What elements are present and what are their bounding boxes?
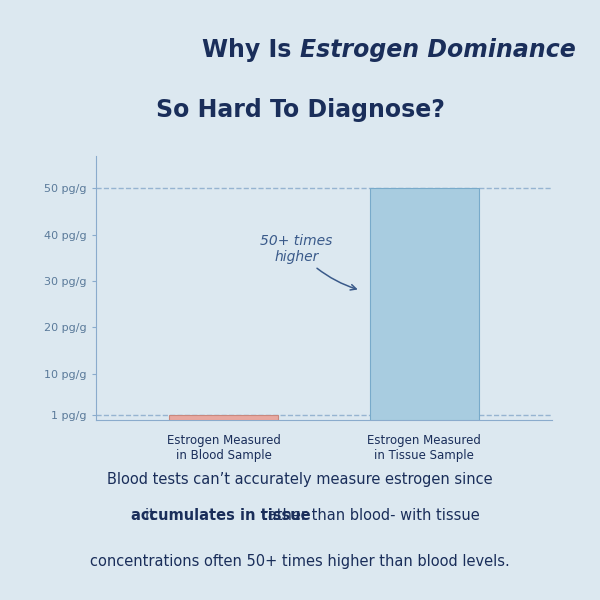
- Text: 50+ times
higher: 50+ times higher: [260, 233, 356, 290]
- Text: Blood tests can’t accurately measure estrogen since: Blood tests can’t accurately measure est…: [107, 472, 493, 487]
- Text: Why Is: Why Is: [202, 38, 300, 62]
- Text: So Hard To Diagnose?: So Hard To Diagnose?: [155, 98, 445, 122]
- Bar: [370, 188, 479, 420]
- Text: Estrogen Dominance: Estrogen Dominance: [300, 38, 576, 62]
- Bar: [169, 415, 278, 420]
- Text: accumulates in tissue: accumulates in tissue: [131, 508, 310, 523]
- Text: concentrations often 50+ times higher than blood levels.: concentrations often 50+ times higher th…: [90, 554, 510, 569]
- Text: rather than blood- with tissue: rather than blood- with tissue: [257, 508, 479, 523]
- Text: it: it: [145, 508, 160, 523]
